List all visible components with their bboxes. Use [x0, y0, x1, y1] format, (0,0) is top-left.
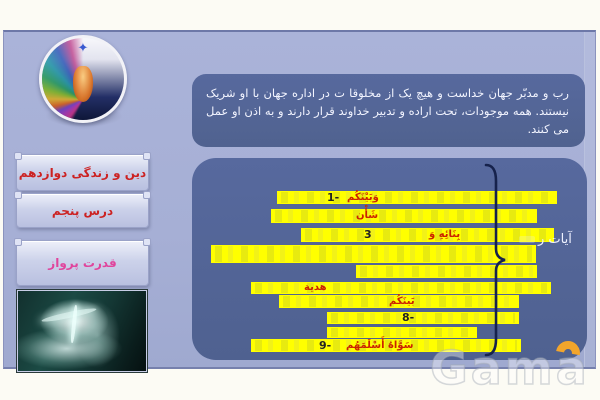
bar-number: 9- [319, 338, 332, 352]
faded-label-text [519, 236, 535, 243]
phoenix-logo: ✦ [39, 35, 127, 127]
sidebar-button-lesson[interactable]: درس پنجم [14, 191, 151, 228]
intro-text-box: رب و مدبّر جهان خداست و هیچ یک از مخلوقا… [192, 74, 585, 147]
topic-button-label: قدرت پرواز [48, 256, 117, 270]
hidden-text-smudge [283, 296, 515, 307]
bar-answer-text: سَوَّاهُ أَسْلَمَهُم [346, 339, 414, 351]
course-button-label: دین و زندگی دوازدهم [18, 165, 147, 180]
sidebar-button-topic[interactable]: قدرت پرواز [14, 238, 151, 286]
hidden-text-smudge [305, 229, 550, 241]
quiz-bar-10[interactable]: 9- سَوَّاهُ أَسْلَمَهُم [251, 338, 521, 352]
quiz-bar-5[interactable] [356, 265, 537, 278]
hidden-text-smudge [281, 192, 553, 203]
presentation-slide: ✦ دین و زندگی دوازدهم درس پنجم قدرت پروا… [3, 30, 596, 373]
grouping-brace [484, 163, 506, 357]
bar-number: 1- [327, 190, 340, 204]
quiz-bar-6[interactable]: هدیة [251, 282, 551, 294]
quiz-bar-7[interactable]: بَینَكُم [279, 295, 519, 308]
quiz-bar-8[interactable]: 8- [327, 310, 519, 324]
hidden-text-smudge [215, 246, 532, 262]
bar-answer-text: هدیة [304, 282, 327, 294]
quiz-bar-4[interactable] [211, 245, 536, 263]
quiz-bar-3[interactable]: 3 بِنَائِهِ وَ [301, 228, 554, 242]
quiz-bar-1[interactable]: 1- وَبَيْنَكُم [277, 190, 557, 204]
hidden-text-smudge [255, 283, 547, 293]
hidden-text-smudge [331, 313, 515, 323]
quiz-bar-9[interactable] [327, 327, 477, 338]
quiz-bar-2[interactable]: شَأْن [271, 209, 537, 223]
hidden-text-smudge [275, 210, 533, 222]
intro-text: رب و مدبّر جهان خداست و هیچ یک از مخلوقا… [206, 86, 569, 136]
simurgh-phoenix-icon: ✦ [39, 35, 127, 123]
bar-answer-text: بِنَائِهِ وَ [429, 229, 461, 241]
bar-number: 3 [364, 227, 372, 241]
lesson-button-label: درس پنجم [51, 203, 114, 218]
hidden-text-smudge [331, 328, 473, 337]
hidden-text-smudge [255, 340, 517, 351]
angel-image [16, 289, 148, 373]
star-icon: ✦ [77, 41, 89, 56]
hidden-text-smudge [360, 266, 533, 277]
bar-number: 8- [402, 310, 415, 324]
sidebar-button-course[interactable]: دین و زندگی دوازدهم [14, 152, 151, 191]
bar-answer-text: بَینَكُم [389, 295, 415, 307]
bar-answer-text: وَبَيْنَكُم [347, 191, 379, 203]
gama-watermark: Gama [429, 340, 590, 396]
verses-group-label: آیات ر [519, 232, 572, 247]
verses-quiz-box: 1- وَبَيْنَكُم شَأْن 3 بِنَائِهِ وَ هدیة بَینَ… [192, 158, 587, 360]
bar-answer-text: شَأْن [356, 210, 379, 222]
